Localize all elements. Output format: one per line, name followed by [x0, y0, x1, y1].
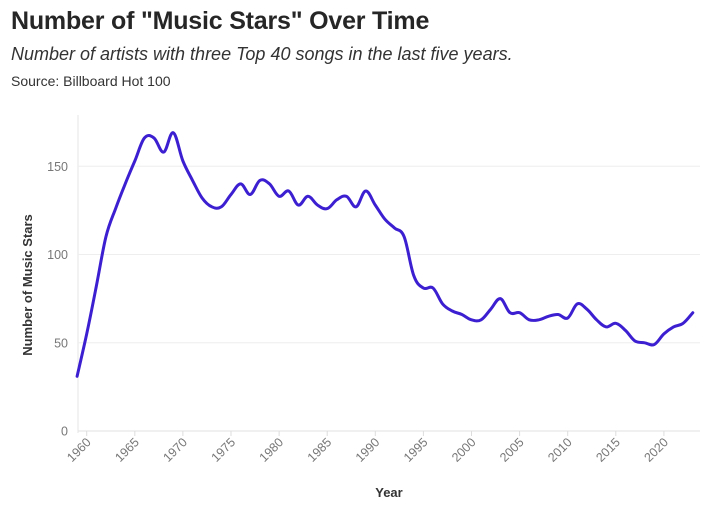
- x-tick-label: 2005: [497, 435, 527, 465]
- data-point: [296, 203, 300, 207]
- series-line-music-stars: [75, 131, 695, 378]
- x-tick-label: 2010: [545, 435, 575, 465]
- y-axis-ticks: 0 50 100 150: [47, 160, 68, 439]
- data-point: [181, 159, 185, 163]
- data-point: [614, 321, 618, 325]
- data-point: [566, 316, 570, 320]
- data-point: [229, 193, 233, 197]
- data-point: [85, 332, 89, 336]
- x-tick-label: 1990: [353, 435, 383, 465]
- data-point: [258, 178, 262, 182]
- data-point: [354, 205, 358, 209]
- x-axis-title: Year: [375, 485, 402, 500]
- data-point: [672, 325, 676, 329]
- chart-title: Number of "Music Stars" Over Time: [11, 7, 430, 35]
- data-point: [133, 159, 137, 163]
- data-point: [421, 286, 425, 290]
- data-point: [114, 207, 118, 211]
- chart-source: Source: Billboard Hot 100: [11, 73, 171, 89]
- x-axis-ticks: 1960 1965 1970 1975 1980 1985 1990 1995 2000 2005…: [64, 431, 671, 465]
- data-point: [681, 321, 685, 325]
- data-point: [470, 318, 474, 322]
- chart-subtitle: Number of artists with three Top 40 song…: [11, 44, 513, 64]
- data-point: [364, 189, 368, 193]
- data-point: [537, 318, 541, 322]
- x-tick-label: 2015: [593, 435, 623, 465]
- data-point: [547, 314, 551, 318]
- data-point: [595, 318, 599, 322]
- data-point: [498, 297, 502, 301]
- data-point: [344, 194, 348, 198]
- data-point: [325, 207, 329, 211]
- data-point: [123, 182, 127, 186]
- data-point: [412, 274, 416, 278]
- data-point: [450, 309, 454, 313]
- x-tick-label: 1975: [209, 435, 239, 465]
- data-point: [75, 374, 79, 378]
- data-point: [662, 332, 666, 336]
- data-point: [460, 313, 464, 317]
- data-point: [633, 339, 637, 343]
- data-point: [652, 343, 656, 347]
- series-layer: [75, 131, 695, 378]
- data-point: [441, 302, 445, 306]
- x-tick-label: 2020: [641, 435, 671, 465]
- y-tick-label: 100: [47, 248, 68, 262]
- x-tick-label: 1970: [160, 435, 190, 465]
- data-point: [239, 182, 243, 186]
- data-point: [575, 302, 579, 306]
- data-point: [162, 150, 166, 154]
- x-tick-label: 1960: [64, 435, 94, 465]
- y-tick-label: 0: [61, 425, 68, 439]
- data-point: [152, 136, 156, 140]
- data-point: [623, 328, 627, 332]
- data-point: [200, 196, 204, 200]
- data-point: [585, 307, 589, 311]
- data-point: [94, 284, 98, 288]
- data-point: [489, 307, 493, 311]
- data-point: [210, 205, 214, 209]
- x-tick-label: 1985: [305, 435, 335, 465]
- data-point: [643, 341, 647, 345]
- data-point: [306, 194, 310, 198]
- data-point: [373, 203, 377, 207]
- data-point: [316, 203, 320, 207]
- data-point: [383, 217, 387, 221]
- y-tick-label: 50: [54, 336, 68, 350]
- data-point: [518, 311, 522, 315]
- data-point: [604, 325, 608, 329]
- data-point: [277, 194, 281, 198]
- data-point: [104, 235, 108, 239]
- data-point: [508, 311, 512, 315]
- data-point: [527, 318, 531, 322]
- data-point: [402, 235, 406, 239]
- x-tick-label: 1980: [257, 435, 287, 465]
- data-point: [556, 313, 560, 317]
- data-point: [142, 136, 146, 140]
- data-point: [191, 178, 195, 182]
- data-point: [393, 226, 397, 230]
- data-point: [335, 198, 339, 202]
- x-tick-label: 1995: [401, 435, 431, 465]
- data-point: [431, 286, 435, 290]
- x-tick-label: 2000: [449, 435, 479, 465]
- data-point: [479, 318, 483, 322]
- data-point: [287, 189, 291, 193]
- data-point: [219, 205, 223, 209]
- x-tick-label: 1965: [112, 435, 142, 465]
- data-point: [248, 193, 252, 197]
- data-point: [171, 131, 175, 135]
- data-point: [268, 182, 272, 186]
- y-axis-title: Number of Music Stars: [20, 214, 35, 356]
- y-tick-label: 150: [47, 160, 68, 174]
- gridlines: [77, 115, 700, 433]
- data-point: [691, 311, 695, 315]
